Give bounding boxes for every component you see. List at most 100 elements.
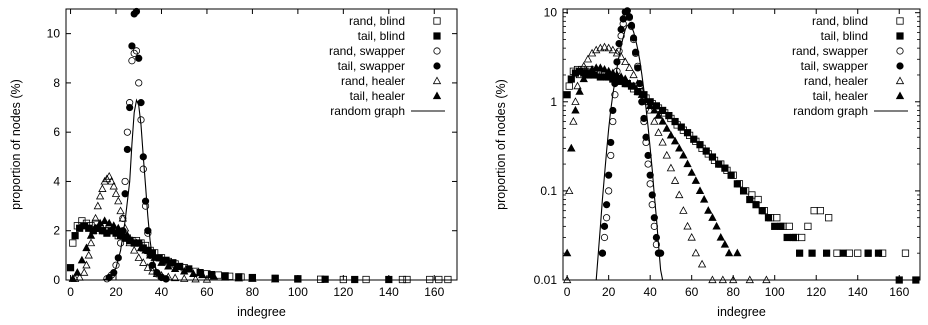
- plot-frame: [65, 8, 458, 281]
- data-point: [605, 187, 613, 195]
- data-point: [86, 231, 96, 239]
- legend-label: tail, healer: [350, 89, 405, 103]
- legend-marker: [433, 32, 441, 40]
- data-point: [679, 206, 688, 214]
- data-point: [825, 214, 833, 222]
- data-point: [444, 275, 452, 284]
- data-point: [270, 274, 280, 283]
- data-point: [696, 141, 704, 149]
- data-point: [220, 273, 230, 281]
- data-point: [804, 222, 812, 230]
- data-point: [783, 233, 791, 242]
- data-point: [641, 95, 651, 104]
- data-point: [715, 160, 723, 168]
- data-point: [132, 238, 141, 247]
- y-tick-label: 0.1: [540, 184, 557, 198]
- data-point: [702, 147, 710, 155]
- data-point: [607, 151, 615, 160]
- data-point: [729, 275, 738, 284]
- data-point: [645, 105, 655, 114]
- data-point: [571, 97, 580, 105]
- data-point: [185, 265, 193, 273]
- data-point: [652, 102, 661, 110]
- data-point: [120, 223, 130, 232]
- legend-marker: [433, 17, 441, 25]
- x-axis-label: indegree: [237, 305, 286, 319]
- data-point: [670, 136, 680, 145]
- data-point: [80, 268, 89, 276]
- data-point: [600, 222, 609, 230]
- data-point: [435, 275, 443, 284]
- data-point: [170, 273, 180, 282]
- data-point: [385, 275, 393, 284]
- legend-marker: [896, 17, 904, 25]
- legend-marker: [432, 91, 442, 100]
- data-point: [82, 243, 91, 252]
- y-tick-label: 10: [544, 6, 558, 20]
- data-point: [721, 164, 729, 172]
- data-point: [91, 223, 100, 232]
- data-point: [116, 239, 125, 247]
- data-point: [652, 240, 661, 249]
- data-point: [752, 201, 760, 209]
- legend-marker: [432, 76, 442, 85]
- data-point: [109, 181, 118, 190]
- data-point: [128, 42, 136, 50]
- data-point: [403, 275, 411, 284]
- legend-label: tail, swapper: [338, 59, 405, 73]
- data-point: [708, 153, 717, 161]
- legend-label: tail, swapper: [801, 59, 868, 73]
- data-point: [575, 70, 584, 79]
- data-point: [629, 70, 638, 79]
- data-point: [109, 221, 118, 229]
- legend-label: tail, healer: [813, 89, 868, 103]
- data-point: [162, 256, 170, 264]
- x-tick-label: 0: [564, 285, 571, 299]
- y-tick-label: 1: [550, 95, 557, 109]
- data-point: [874, 249, 883, 257]
- data-point: [141, 245, 150, 254]
- data-point: [567, 75, 575, 83]
- data-point: [679, 150, 688, 159]
- data-point: [565, 186, 574, 194]
- data-point: [771, 222, 779, 230]
- chart-panel-1: 0 20 40 60 80 100 120 140 160 0 2 4 6 8 10 indegree prop…: [9, 7, 458, 319]
- data-point: [912, 276, 920, 284]
- data-point: [773, 214, 781, 222]
- data-point: [675, 143, 684, 152]
- data-point: [135, 79, 143, 87]
- data-point: [189, 269, 198, 277]
- data-point: [677, 123, 685, 131]
- data-point: [746, 195, 754, 204]
- data-point: [637, 90, 647, 98]
- data-point: [362, 275, 370, 284]
- x-tick-label: 100: [288, 285, 308, 299]
- data-point: [127, 236, 137, 244]
- data-point: [605, 171, 613, 179]
- data-point: [745, 275, 754, 284]
- legend-label: rand, swapper: [792, 44, 868, 58]
- data-point: [123, 128, 131, 136]
- legend-marker: [896, 62, 904, 70]
- data-point: [633, 79, 642, 87]
- data-point: [833, 249, 841, 257]
- y-tick-label: 8: [53, 76, 60, 90]
- data-point: [121, 177, 129, 186]
- chart-panel-2: 0 20 40 60 80 100 120 140 160 0.01 0.1 1 10 indegree p…: [494, 6, 921, 319]
- y-axis-label: proportion of nodes (%): [9, 79, 23, 210]
- x-tick-label: 120: [333, 285, 353, 299]
- data-point: [691, 176, 701, 184]
- data-point: [180, 274, 189, 282]
- data-point: [739, 187, 748, 195]
- data-point: [646, 180, 654, 188]
- data-point: [71, 232, 79, 240]
- data-point: [234, 273, 243, 282]
- x-tick-label: 120: [806, 285, 826, 299]
- data-point: [571, 105, 580, 114]
- x-tick-label: 40: [155, 285, 169, 299]
- data-point: [712, 221, 721, 230]
- x-tick-label: 160: [424, 285, 444, 299]
- data-point: [116, 206, 125, 215]
- data-point: [650, 105, 659, 114]
- data-point: [398, 275, 407, 284]
